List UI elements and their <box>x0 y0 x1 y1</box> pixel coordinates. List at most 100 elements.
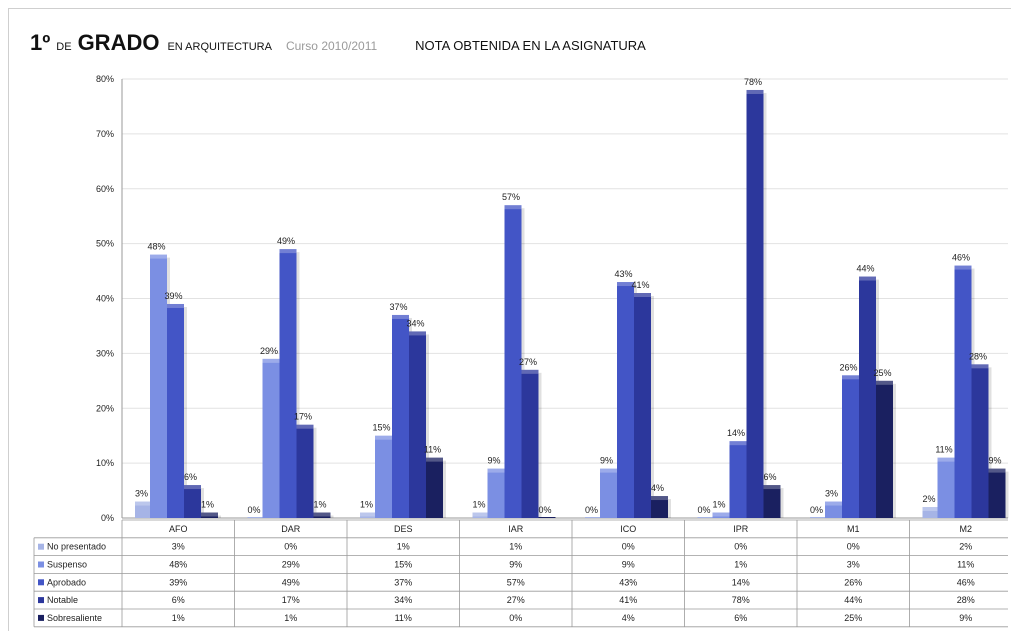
table-cell: 78% <box>732 595 750 605</box>
bar-aprobado <box>617 282 634 518</box>
bar-sobresaliente <box>651 496 668 518</box>
data-label: 3% <box>135 489 148 499</box>
y-tick-label: 50% <box>96 239 114 249</box>
data-label: 1% <box>712 500 725 510</box>
bar-highlight <box>876 380 893 385</box>
table-cell: 6% <box>734 613 747 623</box>
data-label: 48% <box>147 242 165 252</box>
data-label: 34% <box>406 318 424 328</box>
y-tick-label: 0% <box>101 513 114 523</box>
bar-suspenso <box>150 254 167 518</box>
bar-highlight <box>375 435 392 440</box>
table-cell: 46% <box>957 577 975 587</box>
table-cell: 3% <box>847 560 860 570</box>
bar-notable <box>746 89 764 518</box>
table-cell: 26% <box>844 577 862 587</box>
bar-highlight <box>954 265 972 270</box>
x-tick-label: IAR <box>508 524 524 534</box>
table-cell: 11% <box>395 613 412 623</box>
data-label: 0% <box>697 505 710 515</box>
bar-highlight <box>296 424 314 429</box>
y-tick-label: 70% <box>96 129 114 139</box>
bar-highlight <box>487 468 505 473</box>
legend-swatch <box>38 597 44 604</box>
bar-highlight <box>600 468 617 473</box>
bar-suspenso <box>262 358 280 518</box>
table-cell: 39% <box>169 577 187 587</box>
bar-no-presentado <box>360 512 377 518</box>
data-label: 26% <box>839 362 857 372</box>
bar-highlight <box>279 249 297 254</box>
x-tick-label: M2 <box>959 524 972 534</box>
legend-label: Notable <box>47 595 78 605</box>
bar-highlight <box>135 501 152 506</box>
y-tick-label: 60% <box>96 184 114 194</box>
bar-highlight <box>988 468 1006 473</box>
table-cell: 1% <box>509 542 522 552</box>
data-label: 0% <box>247 505 260 515</box>
bar-suspenso <box>712 512 730 518</box>
table-cell: 9% <box>622 560 635 570</box>
bar-highlight <box>922 507 940 512</box>
bar-highlight <box>313 512 331 517</box>
data-label: 28% <box>969 351 987 361</box>
table-cell: 28% <box>957 595 975 605</box>
bar-highlight <box>426 457 443 462</box>
table-cell: 14% <box>732 577 750 587</box>
data-label: 1% <box>360 500 373 510</box>
data-label: 9% <box>988 456 1001 466</box>
data-label: 27% <box>519 357 537 367</box>
data-label: 78% <box>744 77 762 87</box>
data-label: 41% <box>631 280 649 290</box>
bar-no-presentado <box>585 517 602 518</box>
table-cell: 37% <box>394 577 412 587</box>
header-title: NOTA OBTENIDA EN LA ASIGNATURA <box>415 38 646 53</box>
legend-label: Suspenso <box>47 560 87 570</box>
legend-label: Sobresaliente <box>47 613 102 623</box>
bar-sobresaliente <box>876 380 893 518</box>
y-tick-label: 40% <box>96 294 114 304</box>
bar-notable <box>859 276 876 518</box>
data-label: 14% <box>727 428 745 438</box>
bar-highlight <box>262 358 280 363</box>
bar-suspenso <box>600 468 617 518</box>
chart-header: 1º DE GRADO EN ARQUITECTURA Curso 2010/2011 N… <box>30 30 646 64</box>
data-label: 9% <box>487 456 500 466</box>
table-cell: 48% <box>169 560 187 570</box>
bar-no-presentado <box>472 512 490 518</box>
bar-highlight <box>634 293 651 298</box>
data-label: 37% <box>389 302 407 312</box>
bar-highlight <box>521 369 539 374</box>
table-cell: 49% <box>282 577 300 587</box>
bar-no-presentado <box>810 517 827 518</box>
table-cell: 57% <box>507 577 525 587</box>
legend-label: No presentado <box>47 542 106 552</box>
x-tick-label: M1 <box>847 524 860 534</box>
table-cell: 1% <box>284 613 297 623</box>
header-arquitectura: EN ARQUITECTURA <box>167 41 272 53</box>
header-number: 1º <box>30 30 51 55</box>
bar-highlight <box>729 441 747 446</box>
table-cell: 9% <box>509 560 522 570</box>
x-tick-label: DAR <box>281 524 301 534</box>
data-label: 11% <box>424 445 441 455</box>
y-tick-label: 20% <box>96 403 114 413</box>
data-label: 6% <box>184 472 197 482</box>
table-cell: 0% <box>734 542 747 552</box>
data-label: 3% <box>825 489 838 499</box>
bar-suspenso <box>487 468 505 518</box>
x-tick-label: ICO <box>620 524 636 534</box>
table-cell: 29% <box>282 560 300 570</box>
bar-suspenso <box>825 501 842 518</box>
bar-highlight <box>651 496 668 501</box>
bar-suspenso <box>375 435 392 518</box>
table-cell: 17% <box>282 595 300 605</box>
table-cell: 34% <box>394 595 412 605</box>
bar-highlight <box>150 254 167 259</box>
legend-swatch <box>38 579 44 586</box>
bar-aprobado <box>954 265 972 518</box>
bar-sobresaliente <box>763 485 781 518</box>
table-cell: 44% <box>844 595 862 605</box>
bar-no-presentado <box>922 507 940 518</box>
bar-no-presentado <box>247 517 265 518</box>
